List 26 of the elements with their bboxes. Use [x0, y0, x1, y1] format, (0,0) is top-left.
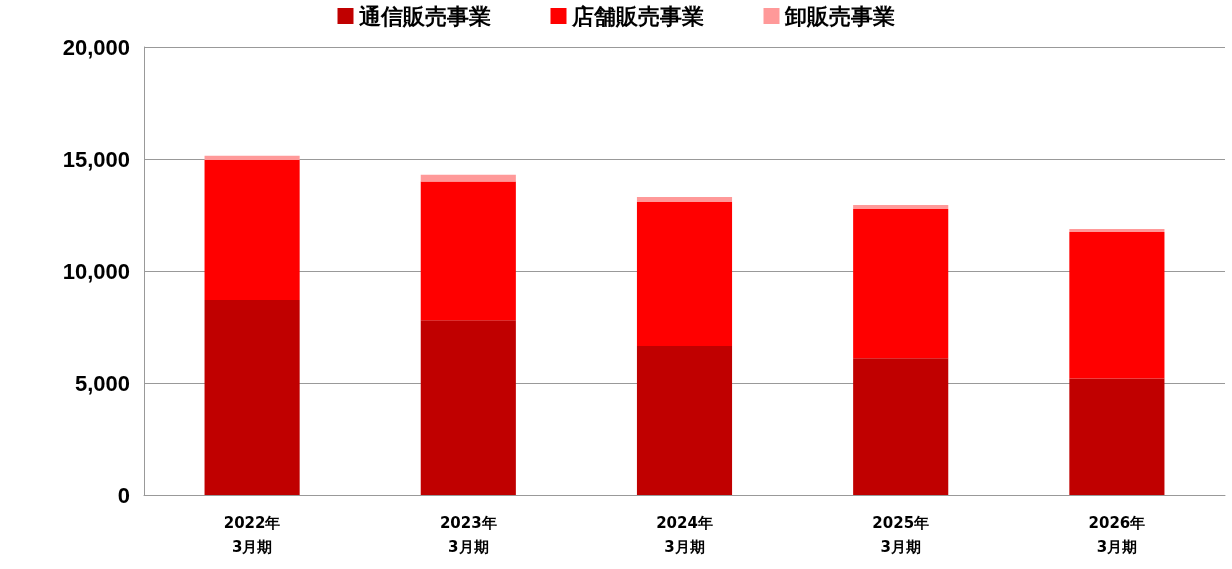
bar	[204, 160, 300, 301]
legend-label: 卸販売事業	[783, 3, 895, 29]
y-tick-label: 10,000	[62, 258, 130, 284]
bar	[1069, 378, 1165, 495]
bar	[636, 197, 733, 203]
bar	[420, 320, 516, 495]
bar	[204, 300, 300, 495]
bar	[853, 204, 949, 209]
legend-label: 店舗販売事業	[570, 3, 704, 29]
x-tick-label: 2023年 3月期	[439, 514, 497, 556]
x-tick-label: 2026年 3月期	[1088, 514, 1146, 556]
bar	[636, 202, 733, 347]
bar	[1069, 228, 1165, 233]
y-tick-label: 15,000	[62, 146, 130, 172]
bar	[420, 181, 516, 321]
x-tick-label: 2024年 3月期	[656, 514, 713, 556]
bar	[1069, 232, 1165, 379]
bar	[853, 208, 949, 359]
x-tick-label: 2025年 3月期	[872, 514, 930, 556]
y-tick-label: 5,000	[74, 370, 130, 396]
bar	[853, 358, 949, 495]
x-tick-label: 2022年 3月期	[223, 514, 281, 556]
bar	[636, 346, 733, 495]
y-tick-label: 20,000	[62, 34, 130, 60]
y-tick-label: 0	[117, 482, 130, 508]
legend-label: 通信販売事業	[357, 3, 491, 29]
